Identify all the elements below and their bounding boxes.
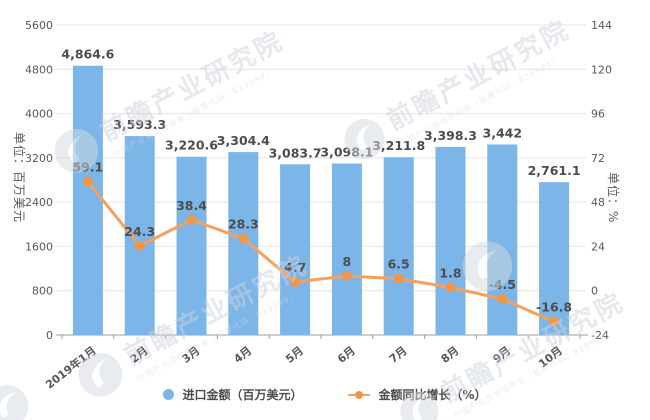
left-axis-tick-label: 0 [46,329,53,342]
bar-value-label: 3,304.4 [217,133,270,148]
left-axis-tick-label: 4800 [25,63,53,76]
x-axis-label-10月: 10月 [536,344,565,370]
right-axis-tick-label: 144 [591,19,612,32]
bar-value-label: 3,098.1 [320,144,373,159]
legend: 进口金额（百万美元） 金额同比增长（%） [0,386,650,403]
x-axis-label-9月: 9月 [490,344,513,366]
bar-10月 [539,182,570,335]
right-axis-tick-label: 24 [591,240,605,253]
line-value-label: 24.3 [124,224,155,239]
line-value-label: -16.8 [536,300,572,315]
bar-value-label: 3,593.3 [113,117,166,132]
x-axis-label-8月: 8月 [439,344,462,366]
growth-line [86,180,556,324]
bar-9月 [487,144,518,335]
line-value-label: 6.5 [388,257,410,272]
legend-marker-bar-series-icon [163,389,175,400]
line-point-5月 [290,277,301,288]
line-point-6月 [341,270,352,281]
bar-value-label: 3,083.7 [269,145,322,160]
right-axis-title: 单位：% [606,172,620,224]
legend-label-yoy-growth: 金额同比增长（%） [378,388,487,402]
legend-label-import-amount: 进口金额（百万美元） [182,388,303,402]
bar-value-label: 3,220.6 [165,138,218,153]
bar-2019年1月 [72,65,103,335]
legend-item-import-amount: 进口金额（百万美元） [163,386,302,403]
line-value-label: 38.4 [176,198,207,213]
line-value-label: 59.1 [72,160,103,175]
line-value-label: 1.8 [439,265,461,280]
line-value-label: 4.7 [284,260,306,275]
right-axis-tick-label: 72 [591,152,605,165]
left-axis-tick-label: 4000 [25,108,53,121]
x-axis-label-2月: 2月 [128,344,151,366]
x-axis-label-2019年1月: 2019年1月 [43,343,99,391]
x-axis-label-7月: 7月 [387,344,410,366]
bar-value-label: 3,442 [483,125,523,140]
bar-6月 [331,163,362,335]
bar-value-label: 3,211.8 [372,138,425,153]
x-axis-label-6月: 6月 [335,344,358,366]
left-axis-tick-label: 1600 [25,240,53,253]
bar-value-label: 4,864.6 [61,47,114,62]
line-point-8月 [445,282,456,293]
x-axis-label-5月: 5月 [283,344,306,366]
bar-value-label: 3,398.3 [424,128,477,143]
line-point-9月 [497,294,508,305]
bar-7月 [383,157,414,335]
line-point-2019年1月 [82,176,93,187]
left-axis-tick-label: 2400 [25,196,53,209]
right-axis-tick-label: 0 [591,285,598,298]
bar-3月 [176,156,207,335]
legend-item-yoy-growth: 金额同比增长（%） [348,386,487,403]
left-axis-tick-label: 3200 [25,152,53,165]
line-value-label: 28.3 [228,216,259,231]
line-point-2月 [134,240,145,251]
left-axis-title: 单位：百万美元 [12,132,26,224]
right-axis-tick-label: 96 [591,108,605,121]
line-point-10月 [549,316,560,327]
line-value-label: -4.5 [489,277,516,292]
right-axis-tick-label: 48 [591,196,605,209]
x-axis-label-4月: 4月 [231,344,254,366]
bar-8月 [435,146,466,335]
right-axis-tick-label: -24 [591,329,609,342]
left-axis-tick-label: 800 [32,285,53,298]
bar-4月 [228,152,259,335]
line-value-label: 8 [343,254,352,269]
line-point-3月 [186,214,197,225]
line-point-4月 [238,233,249,244]
left-axis-tick-label: 5600 [25,19,53,32]
x-axis-label-3月: 3月 [180,344,203,366]
line-point-7月 [393,273,404,284]
right-axis-tick-label: 120 [591,63,612,76]
bar-value-label: 2,761.1 [528,163,581,178]
bar-5月 [280,164,311,335]
legend-marker-line-series-icon [348,390,371,399]
